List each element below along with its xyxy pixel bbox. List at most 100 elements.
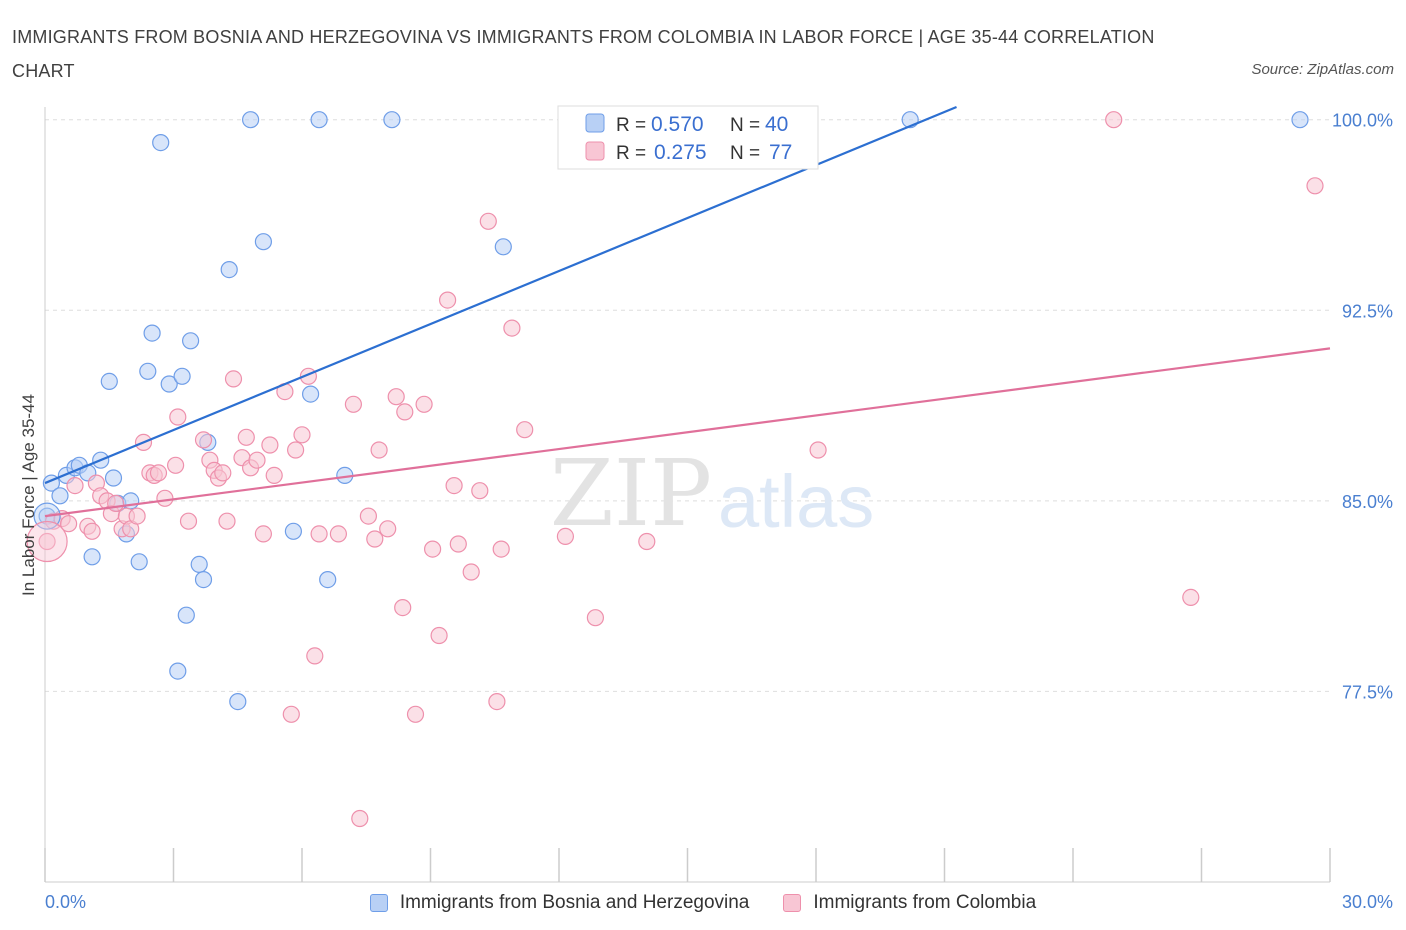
point-colombia-69 [556, 527, 575, 546]
point-colombia-68 [516, 421, 534, 439]
point-colombia-0 [38, 532, 56, 551]
legend-series-name-bosnia: Immigrants from Bosnia and Herzegovina [399, 892, 750, 913]
point-colombia-47 [351, 809, 369, 828]
point-colombia-58 [430, 626, 448, 645]
point-colombia-75 [1182, 588, 1200, 607]
point-bosnia-26 [220, 261, 238, 279]
point-colombia-62 [462, 563, 480, 581]
point-bosnia-16 [143, 324, 161, 342]
point-colombia-66 [492, 540, 510, 558]
legend-swatch-bosnia-bottom [369, 894, 388, 912]
point-colombia-28 [214, 464, 232, 482]
watermark-zip: ZIP [550, 440, 712, 547]
legend-n-label-colombia: N = [730, 143, 760, 164]
point-colombia-49 [366, 530, 384, 548]
point-bosnia-21 [177, 606, 195, 624]
legend-swatch-colombia-bottom [783, 894, 802, 912]
point-colombia-52 [387, 388, 405, 406]
point-bosnia-7 [83, 548, 101, 566]
point-bosnia-31 [302, 385, 320, 403]
y-tick-label-2: 92.5% [1342, 301, 1393, 321]
point-bosnia-30 [284, 522, 302, 540]
point-colombia-37 [265, 466, 283, 484]
point-colombia-43 [306, 647, 324, 665]
grid-lines [45, 119, 1330, 692]
y-tick-label-1: 85.0% [1342, 492, 1393, 512]
point-bosnia-20 [173, 367, 191, 385]
point-colombia-64 [479, 212, 497, 230]
legend-series-name-colombia: Immigrants from Colombia [813, 892, 1037, 913]
point-colombia-56 [415, 395, 433, 413]
point-colombia-70 [586, 609, 605, 627]
point-colombia-19 [149, 464, 168, 482]
point-bosnia-2 [51, 487, 69, 505]
point-colombia-60 [445, 477, 463, 495]
legend-swatch-colombia [585, 141, 605, 161]
point-colombia-22 [169, 408, 187, 426]
legend-r-value-colombia: 0.275 [654, 141, 707, 164]
point-colombia-61 [449, 535, 467, 553]
y-tick-label-3: 100.0% [1332, 111, 1393, 131]
point-bosnia-18 [160, 375, 178, 393]
point-bosnia-32 [310, 111, 328, 129]
point-bosnia-14 [130, 553, 148, 571]
point-colombia-39 [282, 705, 300, 723]
point-colombia-6 [83, 522, 101, 540]
point-bosnia-29 [254, 233, 272, 251]
x-tick-labels: 0.0% 30.0% [45, 892, 1393, 912]
point-colombia-55 [406, 705, 425, 723]
source-label: Source: ZipAtlas.com [1251, 61, 1394, 78]
legend-r-label-colombia: R = [616, 143, 646, 164]
point-colombia-57 [424, 540, 442, 558]
point-colombia-24 [194, 431, 213, 449]
y-tick-label-0: 77.5% [1342, 682, 1393, 702]
point-colombia-48 [359, 507, 377, 525]
legend-r-label-bosnia: R = [616, 115, 646, 136]
point-colombia-29 [218, 512, 236, 530]
legend-r-value-bosnia: 0.570 [651, 113, 704, 136]
point-colombia-72 [638, 532, 656, 551]
point-colombia-35 [254, 525, 272, 543]
axes [44, 107, 1331, 883]
point-colombia-46 [344, 395, 362, 413]
point-colombia-74 [1105, 111, 1123, 129]
point-colombia-63 [471, 482, 489, 500]
point-bosnia-10 [104, 469, 123, 487]
point-bosnia-24 [194, 570, 213, 589]
point-colombia-21 [167, 456, 185, 474]
watermark: ZIP atlas [550, 440, 874, 547]
point-bosnia-23 [190, 555, 208, 574]
point-colombia-59 [439, 291, 457, 309]
y-tick-labels: 77.5% 85.0% 92.5% 100.0% [1332, 111, 1393, 703]
point-bosnia-35 [383, 111, 401, 129]
point-colombia-41 [293, 426, 311, 444]
legend-n-value-colombia: 77 [769, 141, 792, 164]
point-colombia-76 [1306, 177, 1324, 195]
point-colombia-23 [179, 512, 198, 530]
point-colombia-73 [809, 441, 827, 459]
point-colombia-large [26, 520, 68, 563]
series-legend: Immigrants from Bosnia and Herzegovina I… [0, 888, 1406, 918]
point-colombia-65 [488, 692, 506, 711]
data-points [26, 111, 1324, 828]
point-colombia-30 [224, 370, 243, 388]
y-axis-label: In Labor Force | Age 35-44 [19, 394, 38, 596]
point-colombia-44 [310, 525, 328, 543]
point-bosnia-33 [319, 570, 337, 589]
legend-item-colombia: Immigrants from Colombia [783, 892, 1036, 914]
legend-n-value-bosnia: 40 [765, 113, 788, 136]
point-colombia-54 [396, 403, 414, 421]
point-colombia-53 [394, 598, 412, 617]
point-colombia-40 [287, 441, 305, 459]
point-colombia-32 [237, 428, 255, 446]
x-tick-label-1: 30.0% [1342, 892, 1393, 912]
trend-lines [44, 105, 1331, 518]
point-bosnia-27 [229, 692, 247, 711]
trendline-bosnia [44, 105, 957, 485]
point-colombia-20 [156, 489, 174, 507]
point-bosnia-28 [242, 111, 260, 129]
stats-legend: R = 0.570 N = 40 R = 0.275 N = 77 [557, 105, 819, 170]
legend-item-bosnia: Immigrants from Bosnia and Herzegovina [369, 892, 750, 914]
chart-title: IMMIGRANTS FROM BOSNIA AND HERZEGOVINA V… [12, 27, 1155, 81]
